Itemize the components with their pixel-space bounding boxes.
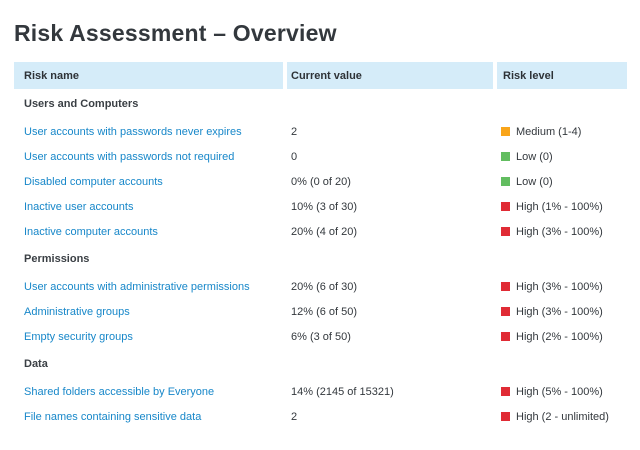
risk-level-label: High (2 - unlimited) [516,410,609,423]
current-value-cell: 20% (4 of 20) [291,225,358,238]
risk-level-label: Low (0) [516,175,553,188]
current-value-cell: 6% (3 of 50) [291,330,351,343]
table-row: Empty security groups 6% (3 of 50) High … [14,324,627,349]
table-row: Disabled computer accounts 0% (0 of 20) … [14,169,627,194]
risk-level-label: Low (0) [516,150,553,163]
risk-level-swatch-icon [501,127,510,136]
risk-name-cell: Disabled computer accounts [14,169,283,194]
risk-level-label: High (2% - 100%) [516,330,603,343]
risk-name-cell: File names containing sensitive data [14,404,283,429]
risk-name-cell: User accounts with passwords not require… [14,144,283,169]
section-header-row: Users and Computers [14,89,627,119]
current-value-cell: 0% (0 of 20) [291,175,351,188]
current-value-cell: 2 [291,410,298,423]
risk-name-cell: Inactive user accounts [14,194,283,219]
risk-level-cell: High (1% - 100%) [497,194,627,219]
table-row: User accounts with passwords never expir… [14,119,627,144]
risk-name-link[interactable]: Inactive computer accounts [24,225,158,238]
risk-level-swatch-icon [501,282,510,291]
table-row: Shared folders accessible by Everyone 14… [14,379,627,404]
risk-level-swatch-icon [501,412,510,421]
risk-level-swatch-icon [501,177,510,186]
risk-level-cell: Medium (1-4) [497,119,627,144]
risk-level-cell: Low (0) [497,169,627,194]
risk-level-cell: Low (0) [497,144,627,169]
current-value-cell: 20% (6 of 30) [291,280,358,293]
section-label: Data [24,358,48,370]
risk-name-cell: Inactive computer accounts [14,219,283,244]
section-label: Permissions [24,253,90,265]
risk-level-label: High (1% - 100%) [516,200,603,213]
risk-level-cell: High (3% - 100%) [497,299,627,324]
table-row: Administrative groups 12% (6 of 50) High… [14,299,627,324]
table-row: Inactive user accounts 10% (3 of 30) Hig… [14,194,627,219]
page-title: Risk Assessment – Overview [14,20,337,46]
risk-level-label: High (3% - 100%) [516,280,603,293]
column-header-current-value: Current value [287,62,493,89]
table-row: User accounts with administrative permis… [14,274,627,299]
risk-name-cell: Administrative groups [14,299,283,324]
risk-level-cell: High (5% - 100%) [497,379,627,404]
risk-name-cell: User accounts with passwords never expir… [14,119,283,144]
risk-name-cell: Empty security groups [14,324,283,349]
risk-name-link[interactable]: User accounts with administrative permis… [24,280,250,293]
risk-level-swatch-icon [501,307,510,316]
risk-level-label: Medium (1-4) [516,125,582,138]
risk-name-cell: Shared folders accessible by Everyone [14,379,283,404]
current-value-cell: 14% (2145 of 15321) [291,385,394,398]
risk-level-swatch-icon [501,152,510,161]
risk-name-link[interactable]: Shared folders accessible by Everyone [24,385,215,398]
risk-level-label: High (3% - 100%) [516,305,603,318]
risk-level-label: High (3% - 100%) [516,225,603,238]
risk-assessment-table: Risk name Current value Risk level Users… [14,62,627,429]
section-header-row: Permissions [14,244,627,274]
table-header-row: Risk name Current value Risk level [14,62,627,89]
table-row: User accounts with passwords not require… [14,144,627,169]
risk-level-cell: High (2% - 100%) [497,324,627,349]
section-header-row: Data [14,349,627,379]
section-label: Users and Computers [24,98,139,110]
risk-level-cell: High (2 - unlimited) [497,404,627,429]
risk-assessment-page: Risk Assessment – Overview Risk name Cur… [14,20,627,429]
risk-level-cell: High (3% - 100%) [497,219,627,244]
risk-level-swatch-icon [501,227,510,236]
risk-level-swatch-icon [501,387,510,396]
column-header-risk-level: Risk level [497,62,627,89]
current-value-cell: 0 [291,150,298,163]
risk-name-link[interactable]: File names containing sensitive data [24,410,202,423]
risk-level-swatch-icon [501,332,510,341]
risk-name-link[interactable]: Disabled computer accounts [24,175,163,188]
current-value-cell: 10% (3 of 30) [291,200,358,213]
table-row: Inactive computer accounts 20% (4 of 20)… [14,219,627,244]
risk-level-cell: High (3% - 100%) [497,274,627,299]
risk-name-link[interactable]: User accounts with passwords not require… [24,150,235,163]
current-value-cell: 2 [291,125,298,138]
table-row: File names containing sensitive data 2 H… [14,404,627,429]
column-header-risk-name: Risk name [14,62,283,89]
risk-level-swatch-icon [501,202,510,211]
table-body: Users and Computers User accounts with p… [14,89,627,429]
risk-name-link[interactable]: User accounts with passwords never expir… [24,125,242,138]
risk-level-label: High (5% - 100%) [516,385,603,398]
risk-name-link[interactable]: Administrative groups [24,305,130,318]
risk-name-cell: User accounts with administrative permis… [14,274,283,299]
current-value-cell: 12% (6 of 50) [291,305,358,318]
risk-name-link[interactable]: Inactive user accounts [24,200,134,213]
risk-name-link[interactable]: Empty security groups [24,330,133,343]
